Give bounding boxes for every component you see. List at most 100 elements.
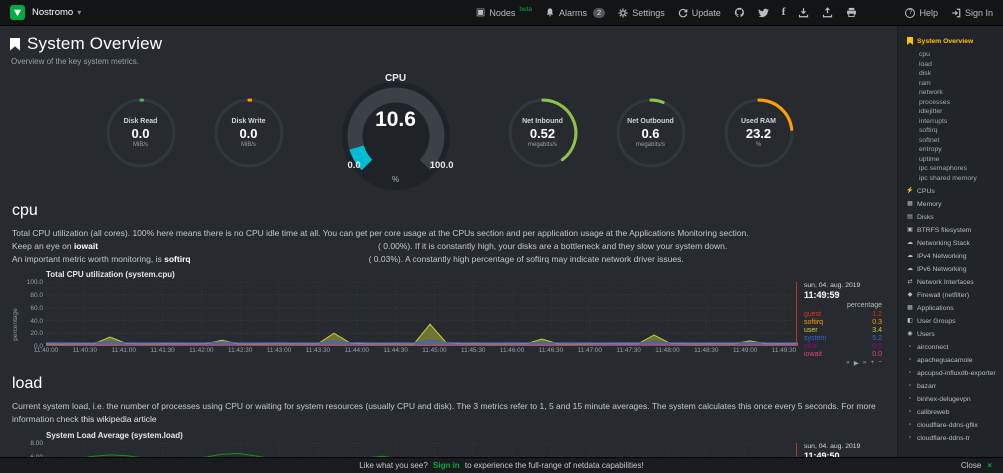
zoom-out-icon[interactable]: − — [878, 359, 882, 367]
sidebar-item-network-interfaces[interactable]: ⇄ Network Interfaces — [906, 278, 999, 287]
sidebar-item-ipv6-networking[interactable]: ☁ IPv6 Networking — [906, 265, 999, 274]
hdd-icon: ▤ — [907, 214, 913, 220]
legend-row-user[interactable]: user 3.4 — [804, 327, 882, 335]
sidebar-item-ipv4-networking[interactable]: ☁ IPv4 Networking — [906, 252, 999, 261]
play-icon[interactable]: ▶ — [853, 360, 859, 368]
sidebar-item-apacheguacamole[interactable]: ▫ apacheguacamole — [906, 356, 999, 365]
user-icon: ◉ — [907, 331, 913, 337]
sidebar-item-ram[interactable]: ram — [906, 80, 999, 89]
sidebar-item-label: bazarr — [917, 383, 937, 390]
gauge-net-inbound[interactable]: Net Inbound 0.52 megabits/s — [507, 97, 579, 169]
gauge-disk-write[interactable]: Disk Write 0.0 MiB/s — [213, 97, 285, 169]
sidebar-item-disk[interactable]: disk — [906, 70, 999, 79]
sidebar-item-airconnect[interactable]: ▫ airconnect — [906, 343, 999, 352]
sidebar-item-label: disk — [919, 70, 932, 77]
sidebar-item-bazarr[interactable]: ▫ bazarr — [906, 382, 999, 391]
sidebar-item-idlejitter[interactable]: idlejitter — [906, 108, 999, 117]
chart-title-row: Total CPU utilization (system.cpu) — [46, 270, 889, 280]
shield-icon: ◆ — [907, 292, 913, 298]
gauge-unit: megabits/s — [635, 142, 665, 148]
import-snapshot-icon[interactable] — [798, 7, 809, 18]
sidebar-item-softnet[interactable]: softnet — [906, 137, 999, 146]
sidebar-item-cpus[interactable]: ⚡ CPUs — [906, 187, 999, 196]
sidebar-item-label: System Overview — [917, 38, 974, 45]
sidebar-item-uptime[interactable]: uptime — [906, 156, 999, 165]
zoom-in-icon[interactable]: + — [870, 359, 875, 367]
sidebar-item-apcupsd-influxdb-exporter[interactable]: ▫ apcupsd-influxdb-exporter — [906, 369, 999, 378]
sidebar-item-load[interactable]: load — [906, 61, 999, 70]
gauge-used-ram[interactable]: Used RAM 23.2 % — [723, 97, 795, 169]
sidebar-item-label: IPv4 Networking — [917, 253, 967, 260]
term-iowait: iowait — [73, 240, 99, 251]
sidebar-item-ipc-semaphores[interactable]: ipc semaphores — [906, 165, 999, 174]
sidebar-item-label: load — [919, 60, 932, 68]
github-icon[interactable] — [734, 7, 745, 18]
legend-row-nice[interactable]: nice 0.5 — [804, 343, 882, 351]
export-snapshot-icon[interactable] — [822, 7, 833, 18]
legend-dimension-value: 1.2 — [872, 311, 882, 319]
sidebar-item-users[interactable]: ◉ Users — [906, 330, 999, 339]
sidebar-item-cloudflare-ddns-gflix[interactable]: ▫ cloudflare-ddns-gflix — [906, 421, 999, 430]
gauge-cpu[interactable]: CPU 10.6 0.0 100.0 % — [321, 72, 471, 194]
x-tick-label: 11:43:00 — [266, 347, 292, 355]
sidebar-item-entropy[interactable]: entropy — [906, 146, 999, 155]
sidebar-item-firewall-netfilter[interactable]: ◆ Firewall (netfilter) — [906, 291, 999, 300]
chart-plot[interactable] — [46, 282, 798, 347]
print-icon[interactable] — [846, 7, 857, 18]
help-button[interactable]: ? Help — [905, 7, 938, 18]
gauge-value: 23.2 — [745, 126, 772, 141]
gauge-disk-read[interactable]: Disk Read 0.0 MiB/s — [105, 97, 177, 169]
legend-row-softirq[interactable]: softirq 0.3 — [804, 319, 882, 327]
gauge-net-outbound[interactable]: Net Outbound 0.6 megabits/s — [615, 97, 687, 169]
sidebar-item-applications[interactable]: ▦ Applications — [906, 304, 999, 313]
signin-button[interactable]: Sign In — [951, 8, 993, 18]
settings-button[interactable]: Settings — [618, 8, 665, 18]
sidebar-item-disks[interactable]: ▤ Disks — [906, 213, 999, 222]
sidebar-item-label: ipc shared memory — [919, 174, 977, 182]
sidebar-item-processes[interactable]: processes — [906, 99, 999, 108]
sidebar-item-cloudflare-ddns-tr[interactable]: ▫ cloudflare-ddns-tr — [906, 434, 999, 443]
x-tick-label: 11:49:00 — [732, 347, 758, 355]
sidebar-item-memory[interactable]: ▦ Memory — [906, 200, 999, 209]
x-tick-label: 11:43:30 — [305, 347, 331, 355]
legend-row-guest[interactable]: guest 1.2 — [804, 311, 882, 319]
legend-dimension-name: nice — [804, 343, 817, 351]
gauge-value: 10.6 — [375, 108, 416, 131]
close-label: Close — [960, 461, 982, 470]
pan-forward-icon[interactable]: » — [862, 359, 867, 367]
sidebar-item-user-groups[interactable]: ◧ User Groups — [906, 317, 999, 326]
sidebar-item-ipc-shared-memory[interactable]: ipc shared memory — [906, 175, 999, 184]
update-button[interactable]: Update — [678, 8, 721, 18]
gauge-min: 0.0 — [347, 160, 361, 171]
chart-system-cpu[interactable]: Total CPU utilization (system.cpu) percen… — [10, 270, 889, 367]
netdata-logo-icon[interactable] — [10, 5, 25, 20]
sidebar-item-binhex-delugevpn[interactable]: ▫ binhex-delugevpn — [906, 395, 999, 404]
sidebar-item-label: Networking Stack — [917, 240, 970, 247]
wikipedia-link[interactable]: this wikipedia article — [80, 414, 157, 424]
gauge-label: Net Outbound — [627, 118, 674, 125]
pan-backward-icon[interactable]: « — [846, 359, 850, 367]
twitter-icon[interactable] — [758, 7, 769, 18]
text: ( — [368, 253, 372, 264]
legend-dimension-name: guest — [804, 311, 822, 319]
sidebar-item-system-overview[interactable]: System Overview — [906, 37, 999, 49]
sidebar-item-calibreweb[interactable]: ▫ calibreweb — [906, 408, 999, 417]
sidebar-item-cpu[interactable]: cpu — [906, 51, 999, 60]
legend-row-system[interactable]: system 5.2 — [804, 335, 882, 343]
hostname-dropdown[interactable]: Nostromo ▾ — [32, 7, 81, 18]
x-tick-label: 11:45:00 — [422, 347, 447, 355]
banner-close-button[interactable]: Close × — [961, 461, 995, 470]
banner-signin-link[interactable]: Sign in — [433, 461, 460, 470]
bolt-icon: ⚡ — [906, 188, 914, 194]
legend-row-iowait[interactable]: iowait 0.0 — [804, 351, 882, 359]
sidebar-item-btrfs-filesystem[interactable]: ▣ BTRFS filesystem — [906, 226, 999, 235]
facebook-icon[interactable]: f — [781, 6, 786, 18]
sidebar-item-softirq[interactable]: softirq — [906, 127, 999, 136]
sidebar-item-interrupts[interactable]: interrupts — [906, 118, 999, 127]
alarms-button[interactable]: Alarms 2 — [545, 7, 606, 18]
nodes-button[interactable]: ▣ Nodes beta — [476, 6, 532, 18]
sidebar-item-network[interactable]: network — [906, 89, 999, 98]
text: %). A constantly high percentage of soft… — [390, 253, 684, 264]
sidebar-item-networking-stack[interactable]: ☁ Networking Stack — [906, 239, 999, 248]
ethernet-icon: ⇄ — [907, 279, 913, 285]
